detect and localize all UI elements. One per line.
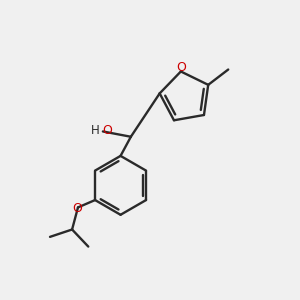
Text: O: O bbox=[102, 124, 112, 137]
Text: O: O bbox=[176, 61, 186, 74]
Text: H: H bbox=[91, 124, 99, 137]
Text: O: O bbox=[73, 202, 82, 215]
